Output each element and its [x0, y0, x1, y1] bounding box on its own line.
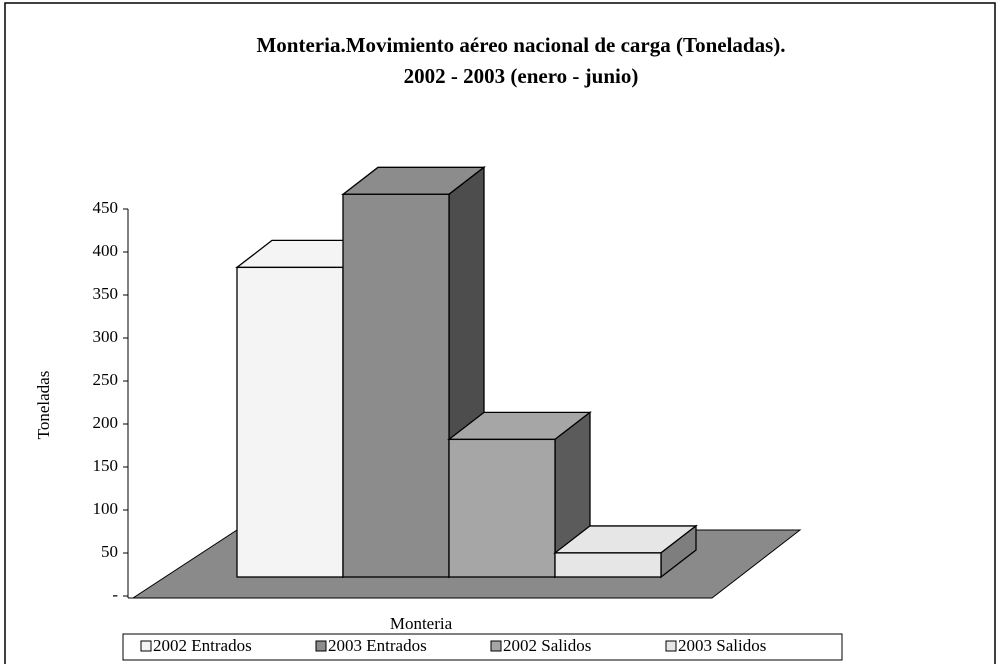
x-tick-label: Monteria: [390, 614, 453, 633]
legend-label: 2003 Salidos: [678, 636, 766, 655]
y-tick-label: 300: [93, 327, 119, 346]
legend: [122, 633, 843, 661]
legend-label: 2002 Entrados: [153, 636, 252, 655]
y-axis-label: Toneladas: [34, 371, 53, 440]
y-tick-label: 200: [93, 413, 119, 432]
chart-title: 2002 - 2003 (enero - junio): [404, 64, 639, 88]
chart-title: Monteria.Movimiento aéreo nacional de ca…: [256, 33, 785, 57]
bar: [448, 438, 556, 578]
y-tick-label: 50: [101, 542, 118, 561]
y-tick-label: 150: [93, 456, 119, 475]
legend-swatch: [315, 640, 327, 652]
y-tick-label: 350: [93, 284, 119, 303]
y-tick-label: 400: [93, 241, 119, 260]
legend-swatch: [665, 640, 677, 652]
y-tick-label: 250: [93, 370, 119, 389]
y-tick-label: 450: [93, 198, 119, 217]
y-tick-label: -: [112, 585, 118, 604]
legend-swatch: [140, 640, 152, 652]
bar-side-shade: [661, 525, 696, 577]
bar: [554, 552, 662, 578]
bar: [236, 266, 344, 578]
y-tick-label: 100: [93, 499, 119, 518]
bar: [342, 193, 450, 578]
legend-label: 2002 Salidos: [503, 636, 591, 655]
legend-swatch: [490, 640, 502, 652]
legend-label: 2003 Entrados: [328, 636, 427, 655]
